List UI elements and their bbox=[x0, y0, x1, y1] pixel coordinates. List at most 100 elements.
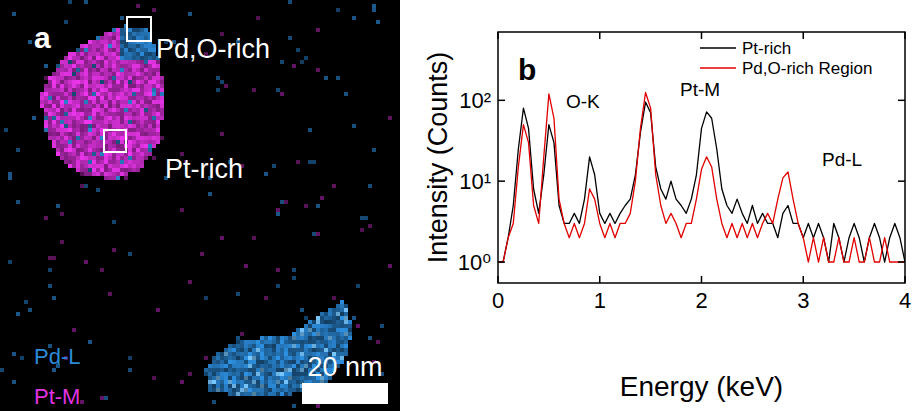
map-pixel bbox=[132, 96, 136, 100]
map-pixel bbox=[60, 120, 64, 124]
map-pixel bbox=[52, 76, 56, 80]
map-pixel bbox=[88, 88, 92, 92]
map-pixel bbox=[316, 336, 320, 340]
map-pixel bbox=[260, 344, 264, 348]
map-pixel bbox=[240, 368, 244, 372]
map-pixel bbox=[88, 68, 92, 72]
map-pixel bbox=[156, 76, 160, 80]
map-pixel bbox=[128, 48, 132, 52]
map-pixel bbox=[152, 156, 156, 160]
map-pixel bbox=[232, 384, 236, 388]
map-pixel bbox=[108, 48, 112, 52]
map-pixel bbox=[76, 80, 80, 84]
map-pixel bbox=[136, 68, 140, 72]
map-pixel bbox=[244, 388, 248, 392]
map-pixel bbox=[148, 96, 152, 100]
map-pixel bbox=[44, 108, 48, 112]
map-pixel bbox=[152, 120, 156, 124]
map-pixel bbox=[128, 60, 132, 64]
map-pixel bbox=[84, 156, 88, 160]
map-pixel bbox=[148, 52, 152, 56]
map-pixel bbox=[136, 44, 140, 48]
map-pixel bbox=[248, 364, 252, 368]
map-pixel bbox=[128, 52, 132, 56]
spectrum-panel: 0123410⁰10¹10²Energy (keV)Intensity (Cou… bbox=[400, 0, 921, 411]
map-pixel bbox=[296, 376, 300, 380]
map-pixel bbox=[372, 8, 376, 12]
map-pixel bbox=[272, 372, 276, 376]
map-pixel bbox=[244, 340, 248, 344]
map-pixel bbox=[144, 116, 148, 120]
map-pixel bbox=[56, 100, 60, 104]
map-pixel bbox=[52, 88, 56, 92]
map-pixel bbox=[72, 88, 76, 92]
map-pixel bbox=[72, 56, 76, 60]
map-pixel bbox=[320, 344, 324, 348]
map-pixel bbox=[8, 172, 12, 176]
map-pixel bbox=[208, 192, 212, 196]
map-pixel bbox=[112, 28, 116, 32]
map-pixel bbox=[208, 384, 212, 388]
map-pixel bbox=[116, 172, 120, 176]
map-pixel bbox=[96, 64, 100, 68]
map-pixel bbox=[56, 112, 60, 116]
map-pixel bbox=[336, 328, 340, 332]
map-pixel bbox=[152, 140, 156, 144]
map-pixel bbox=[132, 124, 136, 128]
map-pixel bbox=[80, 124, 84, 128]
map-pixel bbox=[352, 316, 356, 320]
map-pixel bbox=[152, 8, 156, 12]
map-pixel bbox=[224, 368, 228, 372]
map-pixel bbox=[156, 72, 160, 76]
map-pixel bbox=[68, 52, 72, 56]
map-pixel bbox=[292, 356, 296, 360]
map-pixel bbox=[308, 332, 312, 336]
map-pixel bbox=[132, 88, 136, 92]
map-pixel bbox=[348, 336, 352, 340]
map-pixel bbox=[136, 32, 140, 36]
map-pixel bbox=[72, 72, 76, 76]
map-pixel bbox=[60, 140, 64, 144]
map-pixel bbox=[360, 228, 364, 232]
map-pixel bbox=[272, 344, 276, 348]
map-pixel bbox=[116, 132, 120, 136]
map-pixel bbox=[100, 52, 104, 56]
map-pixel bbox=[132, 72, 136, 76]
map-pixel bbox=[76, 84, 80, 88]
map-pixel bbox=[112, 144, 116, 148]
map-pixel bbox=[272, 392, 276, 396]
map-pixel bbox=[60, 240, 64, 244]
map-pixel bbox=[136, 88, 140, 92]
map-pixel bbox=[300, 336, 304, 340]
map-pixel bbox=[68, 88, 72, 92]
map-pixel bbox=[220, 376, 224, 380]
map-pixel bbox=[108, 80, 112, 84]
data-lines bbox=[498, 92, 905, 262]
map-pixel bbox=[320, 332, 324, 336]
map-pixel bbox=[44, 64, 48, 68]
map-pixel bbox=[128, 92, 132, 96]
map-pixel bbox=[132, 132, 136, 136]
map-pixel bbox=[228, 352, 232, 356]
map-pixel bbox=[56, 104, 60, 108]
map-pixel bbox=[108, 76, 112, 80]
map-pixel bbox=[68, 160, 72, 164]
map-pixel bbox=[84, 140, 88, 144]
map-pixel bbox=[92, 136, 96, 140]
map-pixel bbox=[128, 68, 132, 72]
map-pixel bbox=[228, 360, 232, 364]
map-pixel bbox=[244, 344, 248, 348]
map-pixel bbox=[140, 148, 144, 152]
map-pixel bbox=[136, 100, 140, 104]
map-pixel bbox=[44, 92, 48, 96]
map-pixel bbox=[0, 368, 4, 372]
map-pixel bbox=[56, 96, 60, 100]
map-pixel bbox=[104, 52, 108, 56]
map-pixel bbox=[104, 160, 108, 164]
map-pixel bbox=[216, 368, 220, 372]
map-pixel bbox=[144, 124, 148, 128]
map-pixel bbox=[140, 164, 144, 168]
map-pixel bbox=[120, 48, 124, 52]
map-pixel bbox=[56, 80, 60, 84]
map-pixel bbox=[148, 80, 152, 84]
